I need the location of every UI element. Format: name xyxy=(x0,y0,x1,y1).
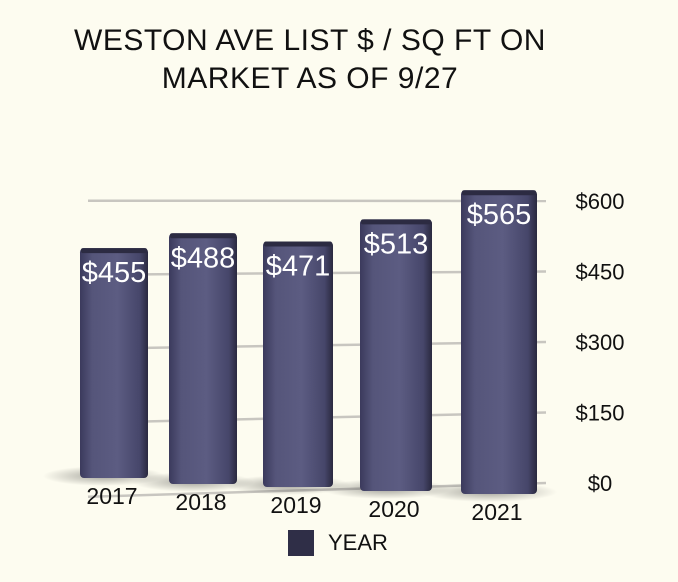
data-label: $565 xyxy=(467,199,532,231)
legend: YEAR xyxy=(288,530,388,556)
chart-title: WESTON AVE LIST $ / SQ FT ON MARKET AS O… xyxy=(60,22,560,98)
y-tick-label: $450 xyxy=(576,260,625,285)
bar-2017 xyxy=(80,248,148,478)
bar-top-edge xyxy=(81,248,147,254)
x-tick-label: 2020 xyxy=(368,496,419,522)
x-tick-label: 2018 xyxy=(175,489,226,515)
data-label: $488 xyxy=(171,242,236,274)
legend-swatch xyxy=(288,530,314,556)
y-tick-label: $300 xyxy=(576,330,625,355)
x-tick-label: 2017 xyxy=(86,483,137,509)
y-tick-label: $600 xyxy=(576,189,625,214)
x-tick-label: 2019 xyxy=(270,492,321,518)
bar-top-edge xyxy=(361,219,431,225)
data-label: $513 xyxy=(364,228,429,260)
chart-title-line-2: MARKET AS OF 9/27 xyxy=(161,62,459,95)
bar-top-edge xyxy=(462,190,536,196)
x-tick-label: 2021 xyxy=(471,499,522,525)
bar-2019 xyxy=(263,241,333,487)
chart-title-line-1: WESTON AVE LIST $ / SQ FT ON xyxy=(74,24,546,57)
legend-label: YEAR xyxy=(328,530,388,555)
bar-2020 xyxy=(360,219,432,491)
y-tick-label: $150 xyxy=(576,401,625,426)
data-label: $455 xyxy=(82,257,147,289)
bar-top-edge xyxy=(264,241,332,247)
y-tick-label: $0 xyxy=(588,471,612,496)
bar-2018 xyxy=(169,233,237,484)
data-label: $471 xyxy=(266,251,331,283)
bar-top-edge xyxy=(170,233,236,239)
bar-2021 xyxy=(461,190,537,494)
